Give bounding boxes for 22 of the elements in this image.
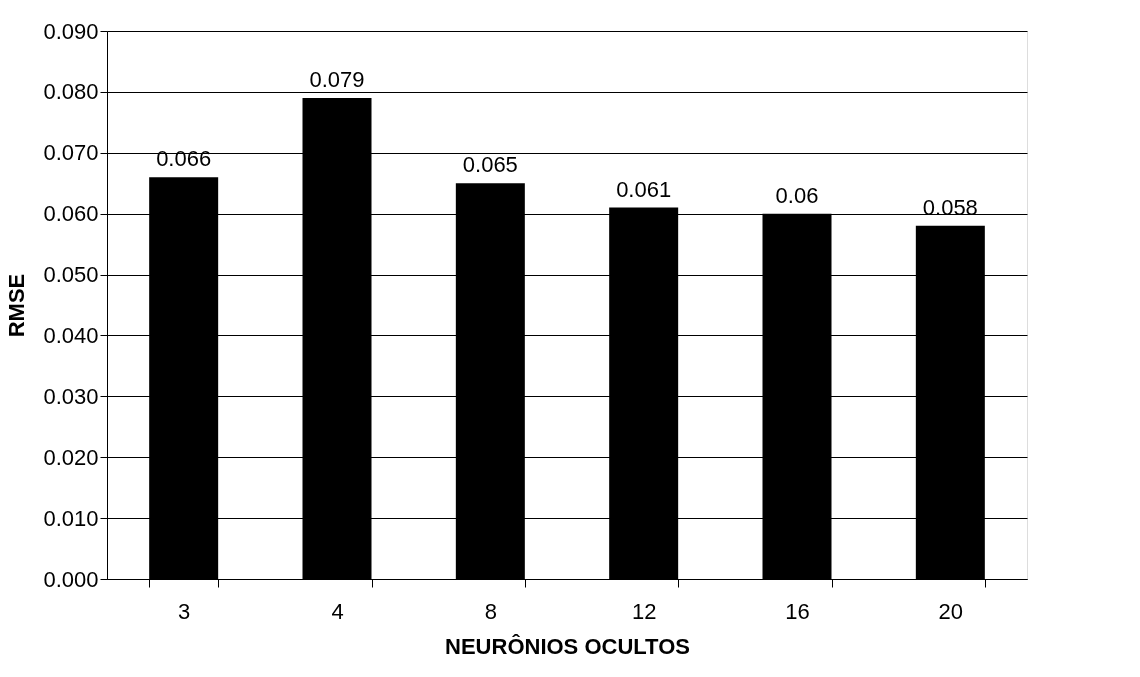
data-label: 0.061 xyxy=(616,176,672,202)
y-axis-title: RMSE xyxy=(4,273,30,338)
x-tick-label: 20 xyxy=(938,598,964,624)
x-tick-label: 12 xyxy=(631,598,657,624)
y-tick-label: 0.050 xyxy=(43,262,99,288)
x-tick-label: 3 xyxy=(178,598,191,624)
data-label: 0.06 xyxy=(775,182,819,208)
x-tick-label: 4 xyxy=(331,598,344,624)
y-tick-label: 0.070 xyxy=(43,140,99,166)
data-label: 0.079 xyxy=(309,66,365,92)
x-tick-label: 8 xyxy=(484,598,497,624)
y-tick-label: 0.060 xyxy=(43,201,99,227)
y-tick-label: 0.040 xyxy=(43,322,99,348)
y-tick-label: 0.090 xyxy=(43,18,99,44)
y-tick-label: 0.000 xyxy=(43,566,99,592)
x-tick-label: 16 xyxy=(785,598,810,624)
y-tick-label: 0.030 xyxy=(43,383,99,409)
x-axis-title: NEURÔNIOS OCULTOS xyxy=(445,633,690,659)
y-tick-label: 0.010 xyxy=(43,505,99,531)
y-tick-label: 0.020 xyxy=(43,444,99,470)
y-tick-label: 0.080 xyxy=(43,79,99,105)
data-label: 0.065 xyxy=(462,152,518,178)
